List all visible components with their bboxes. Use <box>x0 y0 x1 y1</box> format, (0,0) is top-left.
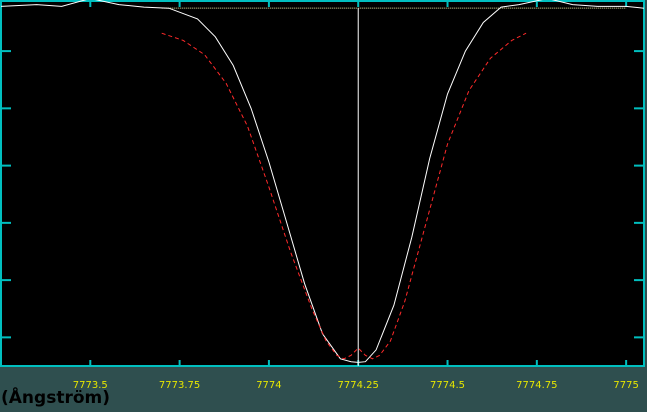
x-tick-label: 7775 <box>613 380 638 391</box>
x-tick-label: 7774 <box>256 380 281 391</box>
x-axis-unit-label: (Ångström) <box>1 388 110 408</box>
series-fit-line <box>161 32 527 360</box>
x-tick-label: 7773.75 <box>159 380 200 391</box>
x-tick-label: 7773.5 <box>73 380 108 391</box>
x-tick-label: 7774.75 <box>516 380 557 391</box>
x-tick-label: 7774.5 <box>430 380 465 391</box>
series-observed-line <box>0 0 645 363</box>
x-tick-label: 7774.25 <box>338 380 379 391</box>
plot-area <box>0 0 645 367</box>
